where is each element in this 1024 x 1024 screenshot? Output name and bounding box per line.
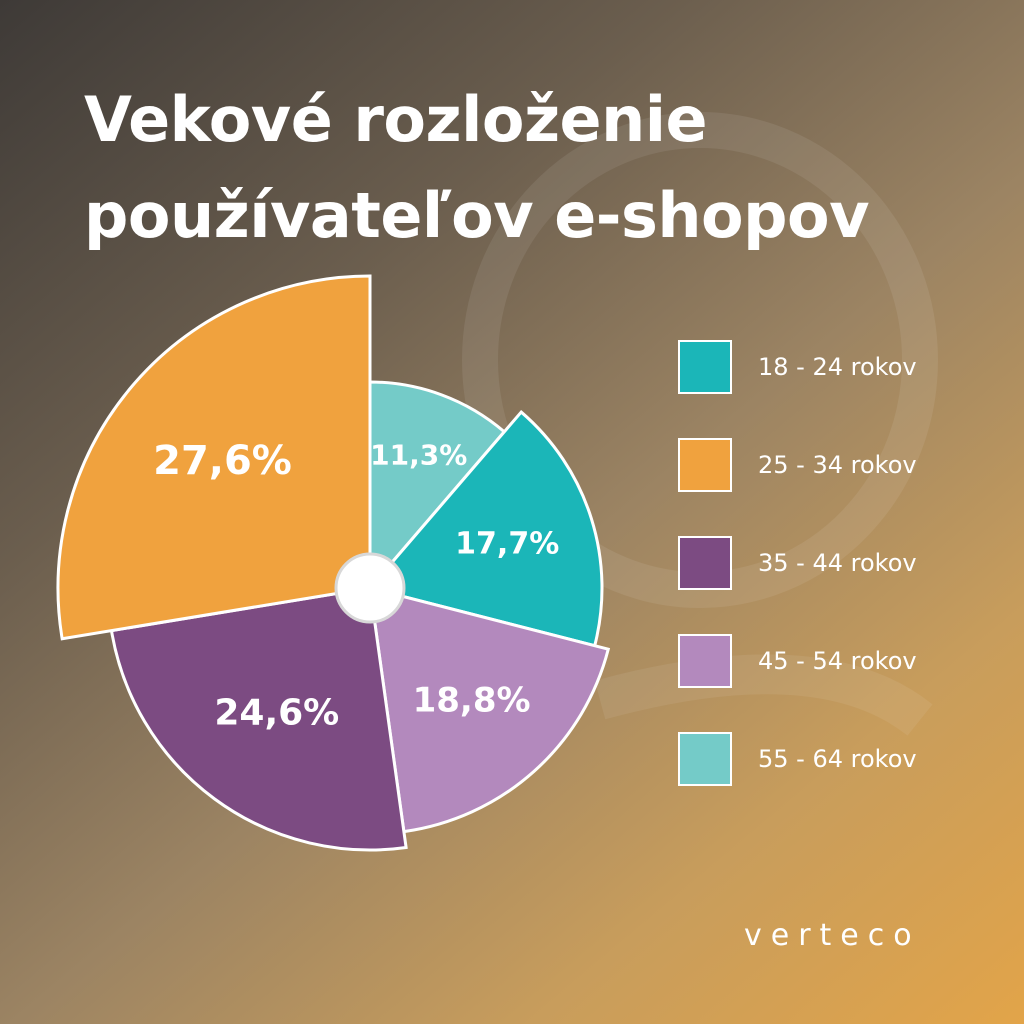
legend-swatch-4	[678, 732, 732, 786]
legend-label-2: 35 - 44 rokov	[758, 549, 917, 577]
slice-label-2: 24,6%	[214, 693, 339, 734]
pie-slice-2	[109, 586, 408, 852]
legend-swatch-2	[678, 536, 732, 590]
legend-swatch-0	[678, 340, 732, 394]
legend-label-4: 55 - 64 rokov	[758, 745, 917, 773]
legend-swatch-1	[678, 438, 732, 492]
legend-item-3: 45 - 54 rokov	[678, 634, 998, 690]
pie-slice-4	[368, 380, 507, 593]
slice-label-1: 27,6%	[153, 438, 292, 484]
title-line-1: Vekové rozloženie	[84, 83, 708, 156]
pie-slice-0	[367, 409, 604, 648]
legend-item-1: 25 - 34 rokov	[678, 438, 998, 494]
pie-slice-3	[368, 585, 611, 834]
legend-label-1: 25 - 34 rokov	[758, 451, 917, 479]
legend-label-0: 18 - 24 rokov	[758, 353, 917, 381]
legend-item-0: 18 - 24 rokov	[678, 340, 998, 396]
legend-label-3: 45 - 54 rokov	[758, 647, 917, 675]
pie-slice-1	[56, 274, 372, 641]
brand-logo: verteco	[744, 918, 921, 953]
legend-item-2: 35 - 44 rokov	[678, 536, 998, 592]
slice-label-3: 18,8%	[413, 680, 531, 720]
page-title: Vekové rozloženie používateľov e-shopov	[84, 72, 984, 264]
title-line-2: používateľov e-shopov	[84, 179, 870, 252]
slice-label-0: 17,7%	[455, 526, 559, 561]
pie-center-circle	[334, 552, 406, 624]
slice-label-4: 11,3%	[370, 439, 467, 472]
legend-item-4: 55 - 64 rokov	[678, 732, 998, 788]
legend-swatch-3	[678, 634, 732, 688]
